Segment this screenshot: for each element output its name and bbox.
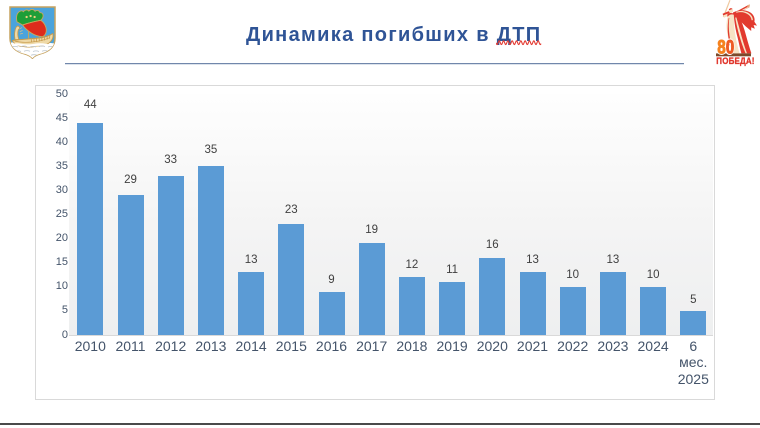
svg-text:8: 8 (717, 36, 726, 59)
svg-text:ПОБЕДА!: ПОБЕДА! (716, 56, 754, 67)
svg-text:80: 80 (717, 36, 734, 59)
svg-text:0: 0 (726, 36, 734, 59)
